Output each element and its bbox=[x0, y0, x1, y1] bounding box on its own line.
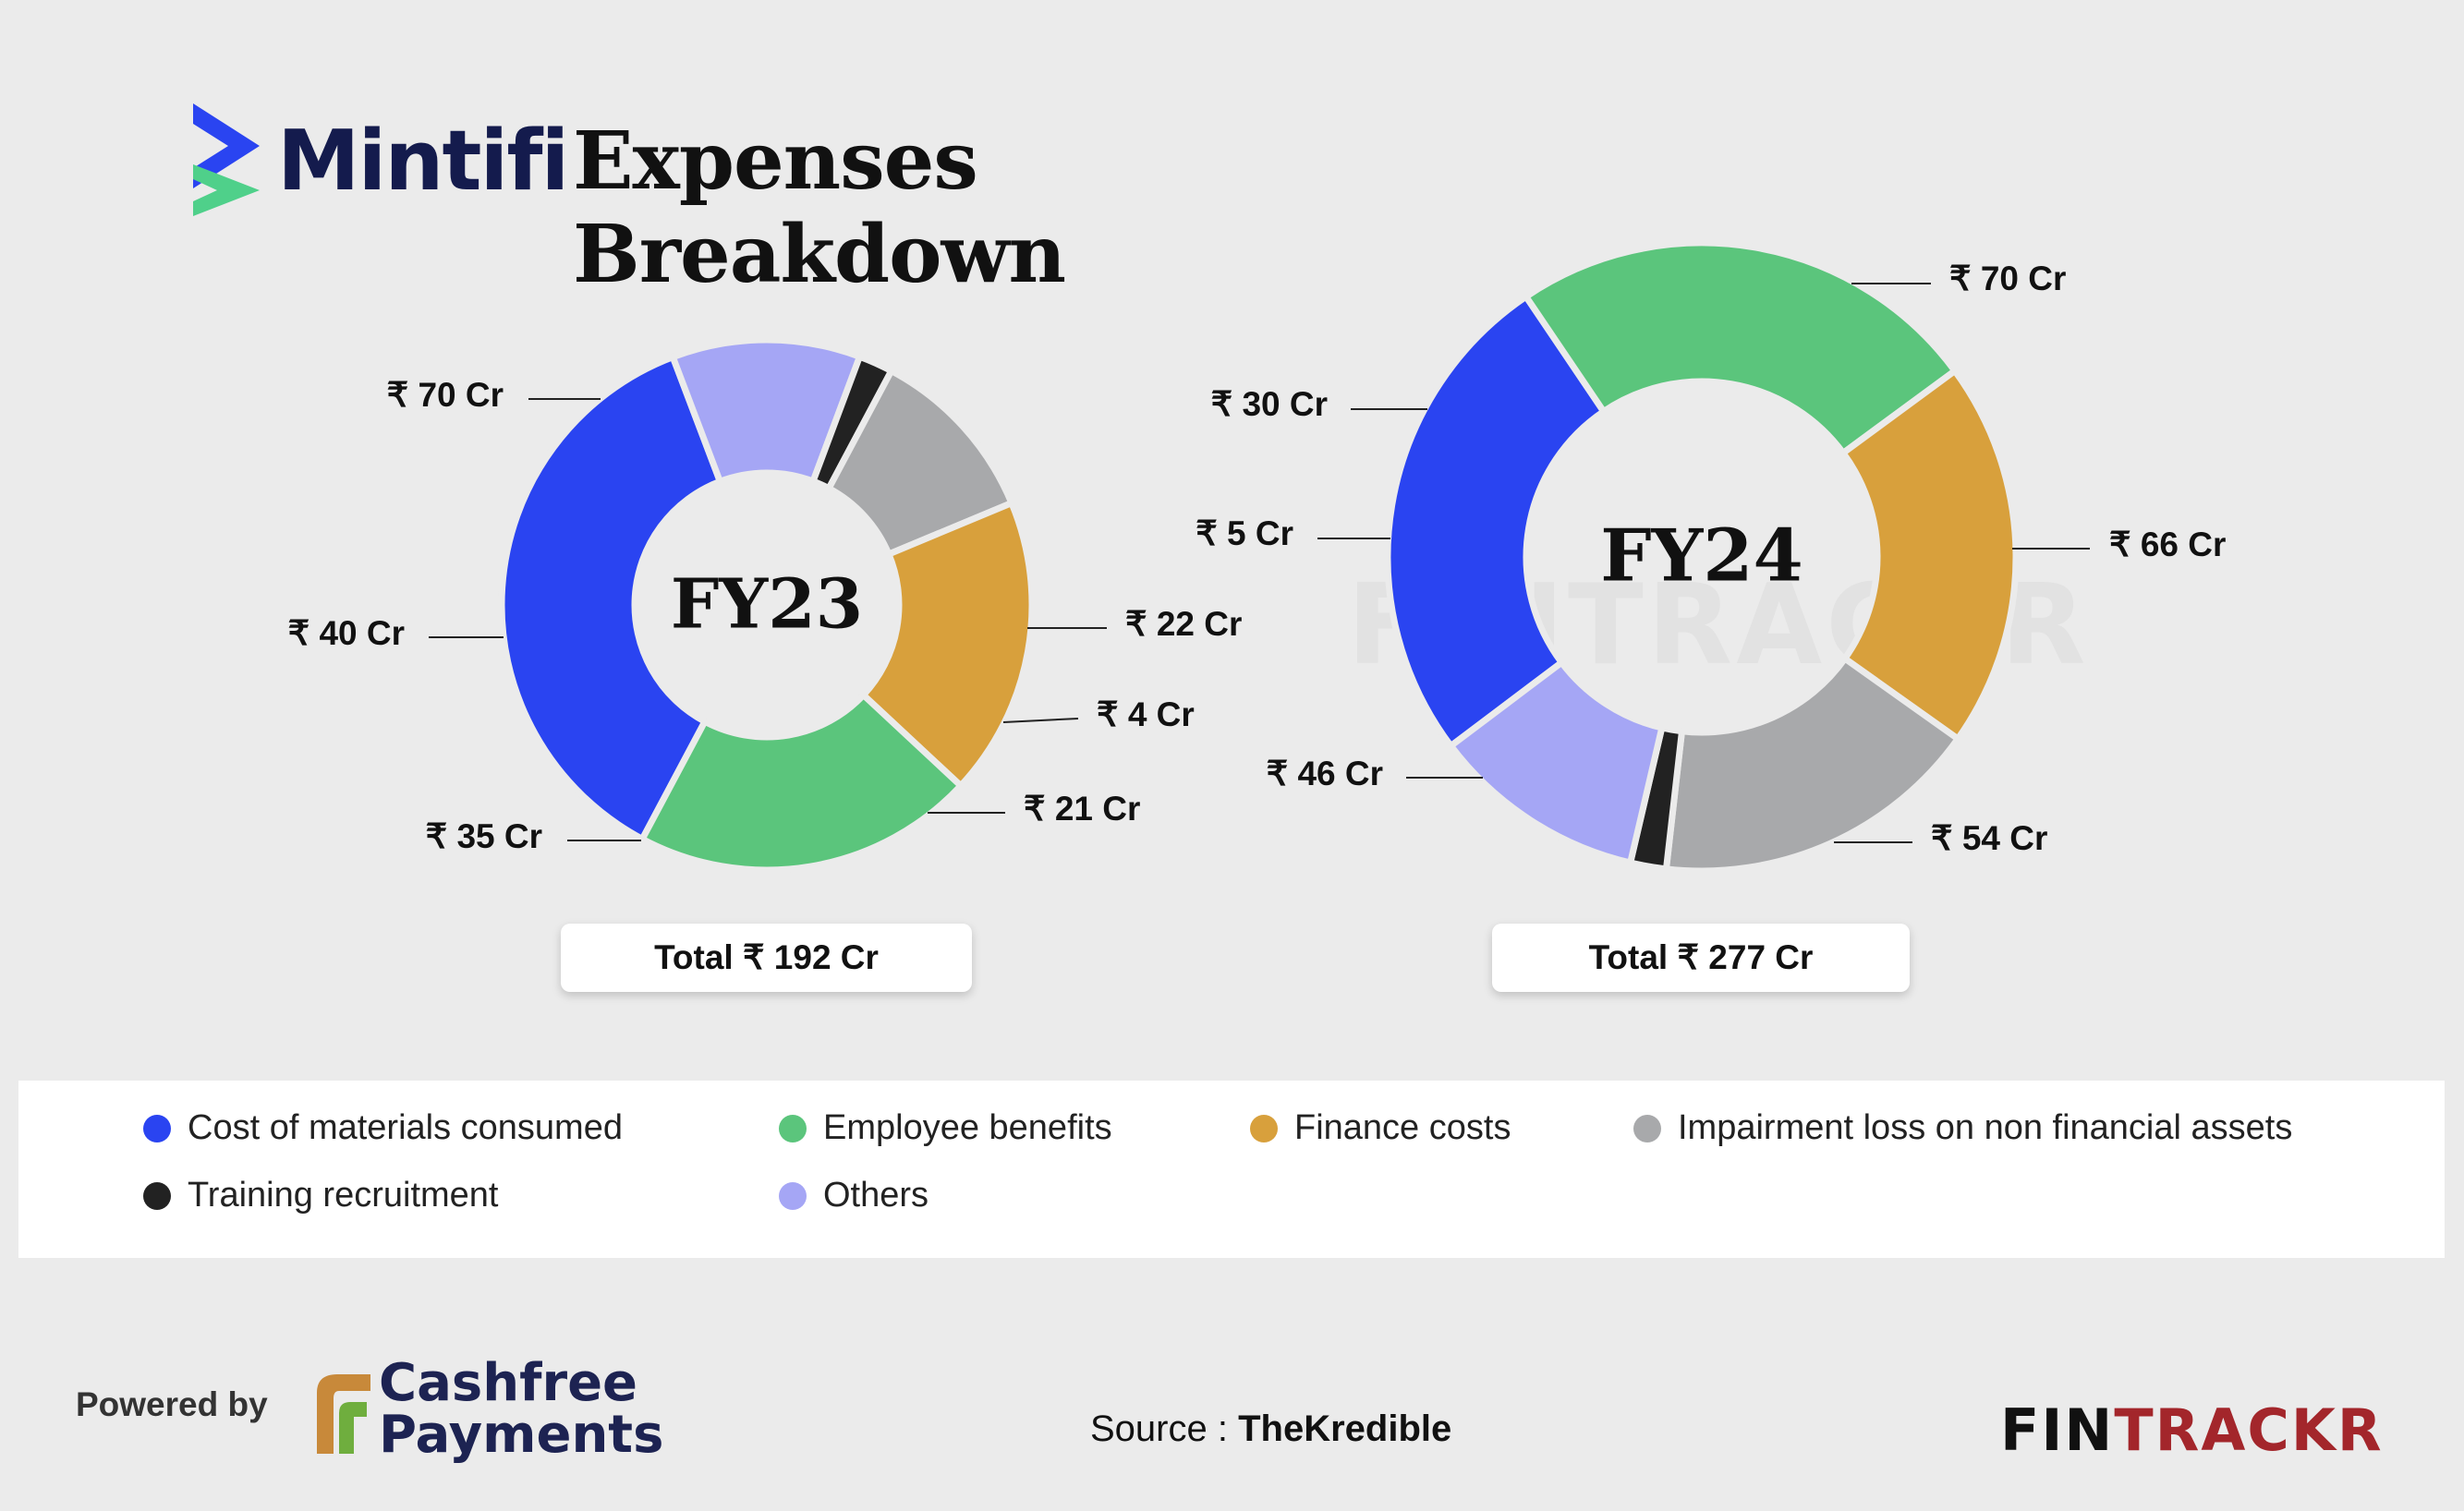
legend-item: Impairment loss on non financial assets bbox=[1633, 1108, 2292, 1148]
legend-item: Employee benefits bbox=[779, 1108, 1112, 1148]
source-prefix: Source : bbox=[1090, 1408, 1239, 1449]
legend-dot bbox=[143, 1181, 171, 1210]
legend-dot bbox=[1250, 1114, 1278, 1142]
legend-dot bbox=[1633, 1114, 1661, 1142]
donut-center-label: FY23 bbox=[671, 565, 863, 645]
data-label: ₹ 35 Cr bbox=[426, 817, 542, 855]
legend-label: Finance costs bbox=[1294, 1108, 1511, 1147]
legend-label: Cost of materials consumed bbox=[188, 1108, 623, 1147]
data-label: ₹ 46 Cr bbox=[1267, 755, 1383, 792]
data-label: ₹ 40 Cr bbox=[288, 614, 405, 652]
legend-label: Others bbox=[823, 1176, 929, 1215]
donut-slice bbox=[858, 499, 1036, 791]
donut-slice bbox=[1521, 239, 1960, 458]
legend-label: Employee benefits bbox=[823, 1108, 1112, 1147]
total-fy24: Total ₹ 277 Cr bbox=[1492, 924, 1910, 992]
data-label: ₹ 30 Cr bbox=[1211, 385, 1328, 423]
cashfree-wordmark: Cashfree Payments bbox=[379, 1358, 663, 1461]
donut-slice bbox=[1384, 292, 1608, 751]
page-title: Expenses Breakdown bbox=[573, 115, 1066, 301]
total-fy23: Total ₹ 192 Cr bbox=[561, 924, 972, 992]
legend-item: Others bbox=[779, 1176, 929, 1215]
donut-slice bbox=[1662, 654, 1963, 875]
donut-slice bbox=[498, 353, 724, 844]
legend-label: Training recruitment bbox=[188, 1176, 499, 1215]
data-label: ₹ 66 Cr bbox=[2109, 526, 2226, 563]
donut-charts: ₹ 70 Cr ₹ 22 Cr ₹ 4 Cr ₹ 21 Cr ₹ 35 Cr ₹ 40 C… bbox=[287, 239, 2227, 875]
legend-dot bbox=[779, 1181, 807, 1210]
legend-item: Cost of materials consumed bbox=[143, 1108, 623, 1148]
cashfree-logo-icon bbox=[317, 1374, 370, 1454]
data-label: ₹ 70 Cr bbox=[387, 376, 504, 414]
powered-by-label: Powered by bbox=[76, 1385, 268, 1423]
legend-dot bbox=[779, 1114, 807, 1142]
donut-slice bbox=[1446, 658, 1666, 867]
legend-label: Impairment loss on non financial assets bbox=[1678, 1108, 2293, 1147]
source-name: TheKredible bbox=[1238, 1408, 1452, 1449]
cashfree-line2: Payments bbox=[379, 1405, 664, 1465]
fintrackr-logo: FINTRACKR bbox=[2000, 1396, 2384, 1464]
data-label: ₹ 21 Cr bbox=[1024, 790, 1140, 828]
donut-slice bbox=[637, 690, 965, 874]
legend-item: Training recruitment bbox=[143, 1176, 499, 1215]
data-label: ₹ 22 Cr bbox=[1125, 605, 1242, 643]
fintrackr-logo-trackr: TRACKR bbox=[2114, 1396, 2384, 1464]
brand-name: Mintifi bbox=[277, 113, 569, 210]
leader-line bbox=[1002, 718, 1079, 723]
donut-slice bbox=[1839, 366, 2020, 743]
source-credit: Source : TheKredible bbox=[1090, 1408, 1451, 1450]
data-label: ₹ 5 Cr bbox=[1196, 514, 1293, 552]
data-label: ₹ 54 Cr bbox=[1931, 819, 2047, 857]
legend-item: Finance costs bbox=[1250, 1108, 1511, 1148]
cashfree-line1: Cashfree bbox=[379, 1353, 638, 1413]
legend: Cost of materials consumed Employee bene… bbox=[18, 1081, 2445, 1258]
donut-center-label: FY24 bbox=[1600, 514, 1803, 598]
fintrackr-logo-fin: FIN bbox=[2000, 1396, 2115, 1464]
mintifi-logo-icon bbox=[193, 103, 260, 216]
data-label: ₹ 70 Cr bbox=[1949, 260, 2066, 297]
legend-dot bbox=[143, 1114, 171, 1142]
data-label: ₹ 4 Cr bbox=[1097, 695, 1195, 733]
header: Mintifi Expenses Breakdown bbox=[189, 100, 1483, 301]
